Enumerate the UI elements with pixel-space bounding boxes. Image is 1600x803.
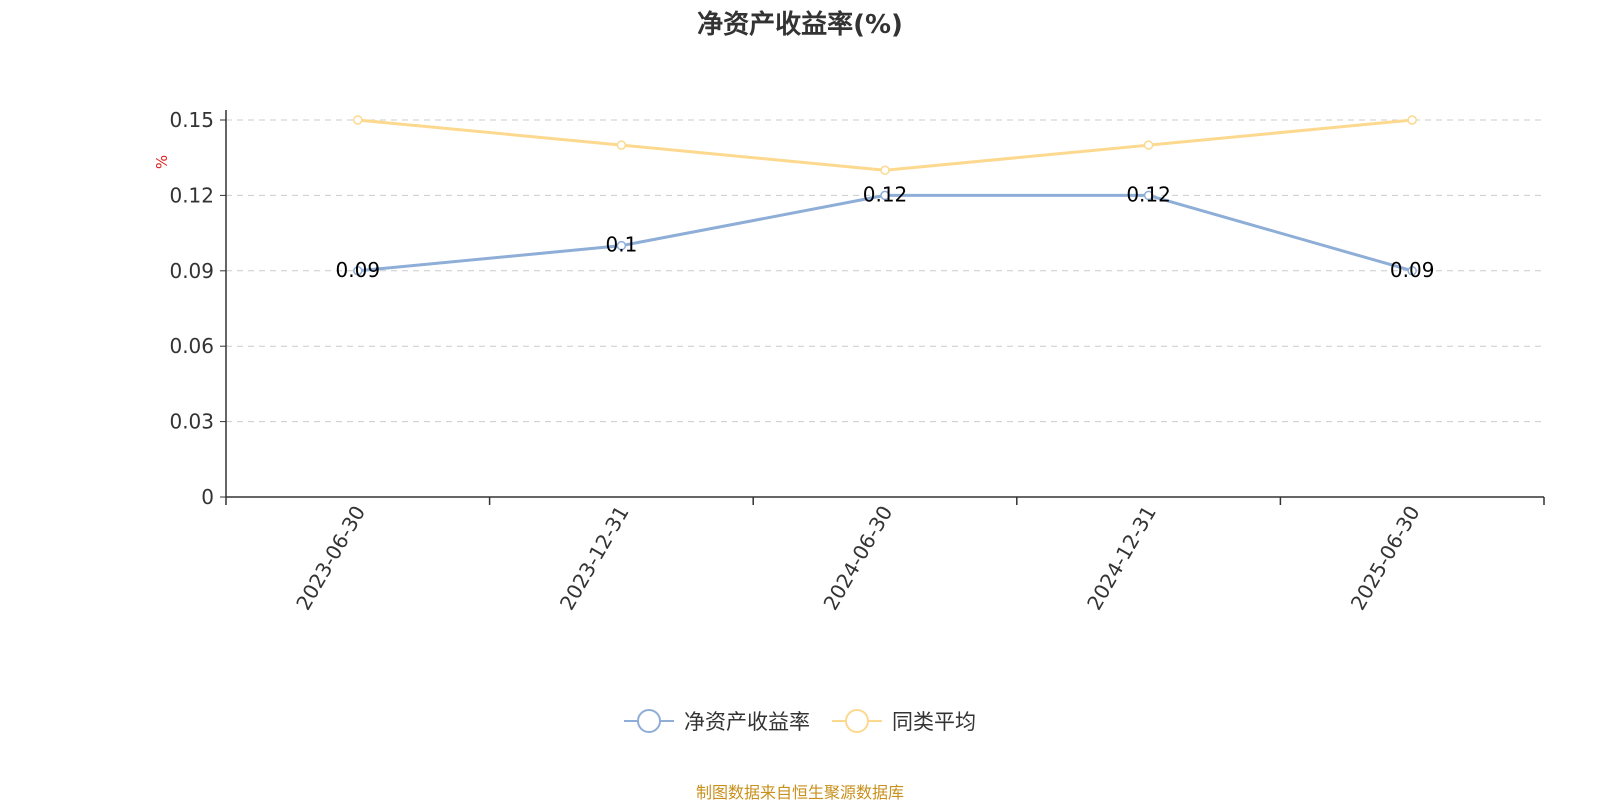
data-point-0 xyxy=(880,190,890,201)
data-point-0 xyxy=(616,240,627,251)
legend-label-series-0: 净资产收益率 xyxy=(684,710,810,734)
chart-title: 净资产收益率(%) xyxy=(697,10,903,40)
y-tick-label: 0.06 xyxy=(169,334,214,358)
legend: 净资产收益率 同类平均 xyxy=(0,706,1600,736)
x-tick-label: 2024-12-31 xyxy=(1082,502,1161,615)
legend-label-series-1: 同类平均 xyxy=(892,710,976,734)
data-label-0: 0.1 xyxy=(605,233,637,257)
y-tick-label: 0 xyxy=(201,485,214,509)
data-point-0 xyxy=(1143,190,1154,201)
series-line-1 xyxy=(357,118,1413,172)
data-point-0 xyxy=(353,266,363,276)
data-point-0 xyxy=(1407,266,1417,276)
source-note: 制图数据来自恒生聚源数据库 xyxy=(695,783,904,802)
data-point-1 xyxy=(1407,115,1417,125)
data-label-0: 0.12 xyxy=(863,182,908,206)
data-label-0: 0.12 xyxy=(1126,182,1171,206)
legend-item-series-1[interactable]: 同类平均 xyxy=(832,706,976,736)
y-tick-label: 0.12 xyxy=(169,183,214,207)
x-tick-label: 2024-06-30 xyxy=(818,502,897,615)
series-lines xyxy=(353,115,1417,276)
x-tick-label: 2023-12-31 xyxy=(555,502,634,615)
grid-lines xyxy=(226,119,1544,423)
data-label-0: 0.09 xyxy=(336,258,381,282)
data-point-1 xyxy=(880,165,890,176)
x-tick-label: 2023-06-30 xyxy=(291,502,370,615)
x-tick-label: 2025-06-30 xyxy=(1346,502,1425,615)
axes: 0 0.03 0.06 0.09 0.12 0.15% 2023-06-30 2023-12-… xyxy=(153,108,1545,615)
legend-line-circle-icon xyxy=(624,709,674,733)
y-tick-label: 0.03 xyxy=(169,410,214,434)
y-tick-label: 0.09 xyxy=(169,259,214,283)
data-label-0: 0.09 xyxy=(1390,258,1435,282)
legend-item-series-0[interactable]: 净资产收益率 xyxy=(624,706,810,736)
data-point-1 xyxy=(616,140,627,150)
series-line-0 xyxy=(357,193,1413,273)
y-axis-unit-label: % xyxy=(153,155,171,169)
data-labels: 0.09 0.1 0.12 0.12 0.09 xyxy=(336,182,1435,281)
legend-line-circle-icon xyxy=(832,709,882,733)
data-point-1 xyxy=(353,115,363,125)
data-point-1 xyxy=(1143,140,1154,150)
y-tick-label: 0.15 xyxy=(169,108,214,132)
